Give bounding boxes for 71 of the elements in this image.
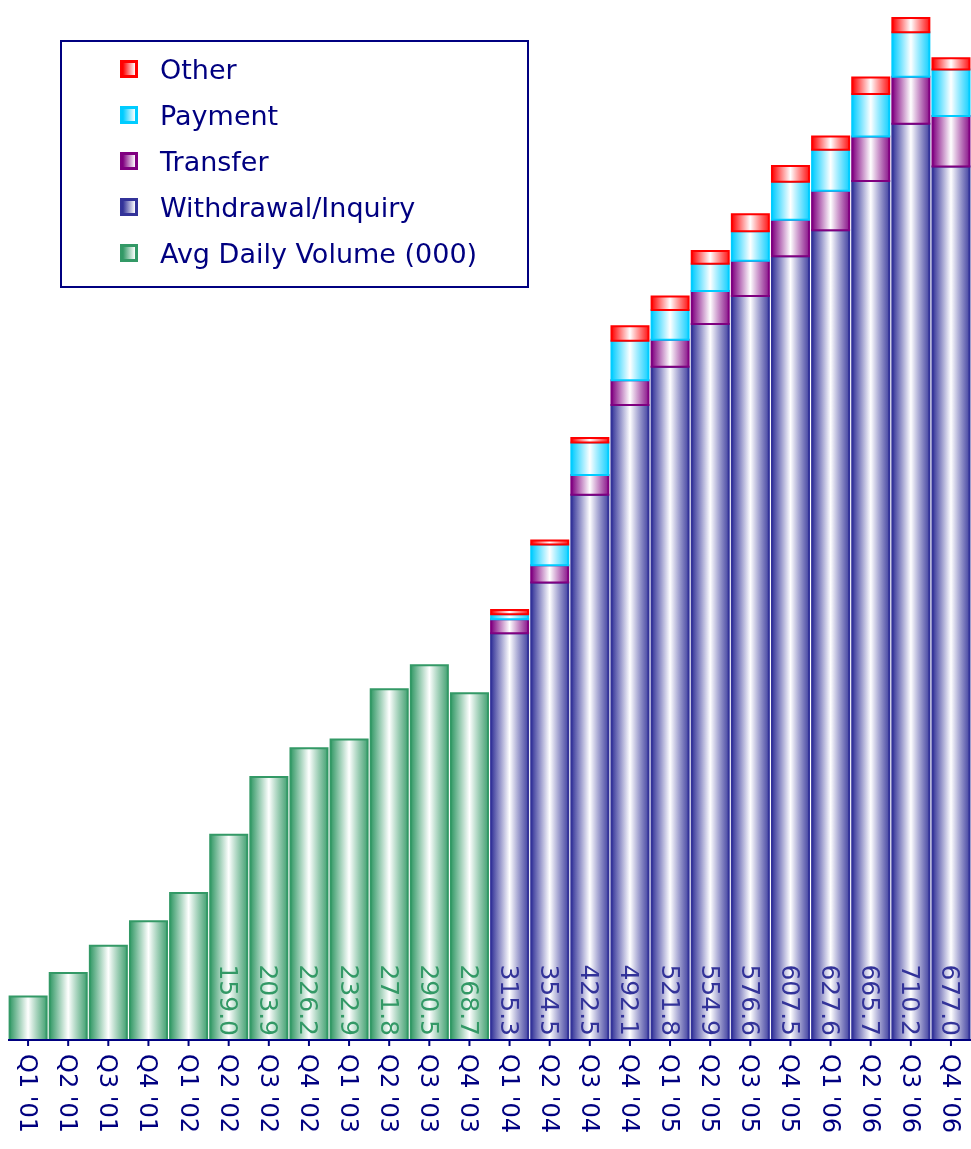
x-tick-label: Q1 '04: [495, 1054, 524, 1133]
bar: [811, 135, 851, 151]
bar: [650, 338, 690, 368]
bar: [650, 308, 690, 341]
data-label: 710.2: [896, 964, 926, 1036]
x-tick-label: Q1 '01: [14, 1054, 43, 1133]
bar: [610, 325, 650, 342]
x-tick-label: Q3 '04: [575, 1054, 604, 1133]
x-tick-label: Q2 '06: [856, 1054, 885, 1133]
x-tick-label: Q2 '01: [54, 1054, 83, 1133]
x-tick-label: Q4 '02: [294, 1054, 323, 1133]
bar: [570, 441, 610, 476]
data-label: 576.6: [735, 964, 765, 1036]
data-label: 492.1: [615, 964, 645, 1036]
bar: [851, 135, 891, 183]
x-tick-label: Q2 '02: [214, 1054, 243, 1133]
x-tick-label: Q4 '03: [455, 1054, 484, 1133]
data-label: 554.9: [695, 964, 725, 1036]
x-tick-label: Q2 '04: [535, 1054, 564, 1133]
x-tick-label: Q3 '03: [415, 1054, 444, 1133]
data-label: 271.8: [374, 964, 404, 1036]
data-label: 354.5: [535, 964, 565, 1036]
x-tick-label: Q3 '05: [736, 1054, 765, 1133]
legend-label: Other: [160, 53, 237, 85]
data-label: 159.0: [214, 964, 244, 1036]
x-tick-label: Q1 '03: [335, 1054, 364, 1133]
legend-label: Avg Daily Volume (000): [160, 237, 478, 269]
bar: [851, 76, 891, 96]
data-label: 203.9: [254, 964, 284, 1036]
bar: [730, 213, 770, 233]
x-tick-label: Q2 '03: [375, 1054, 404, 1133]
data-label: 315.3: [495, 964, 525, 1036]
x-tick-label: Q3 '02: [254, 1054, 283, 1133]
data-label: 290.5: [414, 964, 444, 1036]
data-label: 627.6: [816, 964, 846, 1036]
bar: [610, 339, 650, 382]
bar: [530, 564, 570, 584]
data-label: 607.5: [775, 964, 805, 1036]
legend-label: Payment: [160, 99, 279, 131]
data-label: 665.7: [856, 964, 886, 1036]
legend-label: Withdrawal/Inquiry: [160, 191, 416, 223]
bar: [530, 539, 570, 546]
x-tick-label: Q4 '05: [776, 1054, 805, 1133]
bar: [770, 164, 810, 183]
data-label: 422.5: [575, 964, 605, 1036]
bar: [570, 436, 610, 444]
bar: [851, 93, 891, 138]
x-tick-label: Q3 '06: [896, 1054, 925, 1133]
bar: [650, 295, 690, 311]
bar: [891, 17, 931, 34]
bar: [610, 379, 650, 407]
x-tick-label: Q3 '01: [94, 1054, 123, 1133]
bar: [931, 57, 971, 71]
bar: [690, 262, 730, 292]
x-tick-label: Q1 '06: [816, 1054, 845, 1133]
x-tick-label: Q4 '01: [134, 1054, 163, 1133]
data-label: 232.9: [334, 964, 364, 1036]
data-label: 521.8: [655, 964, 685, 1036]
bar: [690, 249, 730, 265]
data-label: 268.7: [454, 964, 484, 1036]
x-tick-label: Q2 '05: [696, 1054, 725, 1133]
data-label: 677.0: [936, 964, 966, 1036]
data-label: 226.2: [294, 964, 324, 1036]
x-tick-label: Q1 '02: [174, 1054, 203, 1133]
x-tick-label: Q1 '05: [656, 1054, 685, 1133]
bar: [730, 230, 770, 262]
x-tick-label: Q4 '06: [936, 1054, 965, 1133]
bar: [570, 474, 610, 496]
x-tick-label: Q4 '04: [615, 1054, 644, 1133]
bar: [490, 608, 530, 616]
legend-label: Transfer: [160, 145, 269, 177]
